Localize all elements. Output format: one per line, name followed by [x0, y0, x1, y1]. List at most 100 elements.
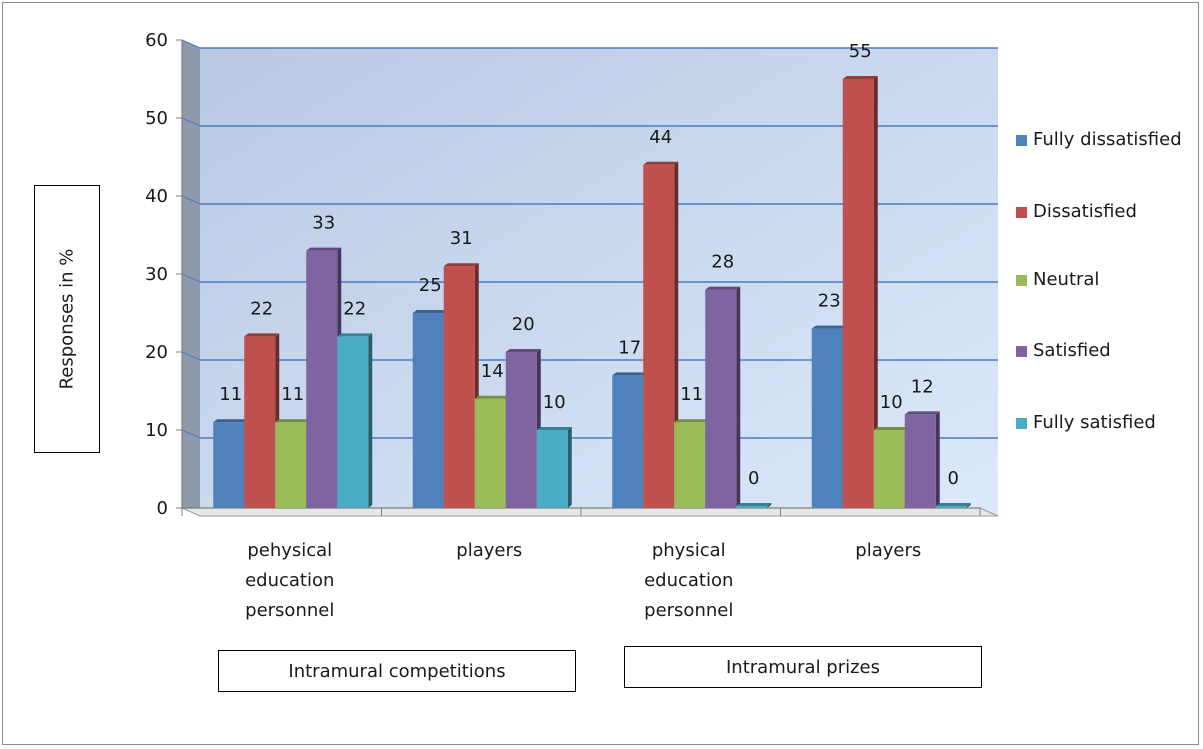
bar-side [767, 503, 772, 508]
data-label: 17 [618, 337, 641, 358]
category-label: players [456, 540, 522, 561]
data-labels: 11 22 11 33 22 25 31 14 20 10 17 44 11 28 0 23 55 10 12 0 [219, 41, 959, 489]
data-label: 0 [748, 468, 759, 489]
bar-side [736, 286, 741, 508]
bar-side [368, 333, 373, 508]
bar [474, 398, 506, 508]
data-label: 10 [543, 392, 566, 413]
data-label: 33 [312, 213, 335, 234]
legend-swatch [1016, 418, 1027, 429]
data-label: 10 [880, 392, 903, 413]
gridline-side [181, 429, 201, 439]
bar-top [505, 349, 541, 352]
data-label: 44 [649, 127, 672, 148]
bar-side [966, 503, 971, 508]
bar [811, 328, 843, 508]
data-label: 11 [281, 384, 304, 405]
y-tick-label: 10 [145, 420, 168, 441]
bar-top [935, 503, 971, 506]
bar-top [705, 286, 741, 290]
gridline-side [181, 351, 201, 361]
bar [674, 422, 706, 508]
gridline-side [181, 195, 201, 205]
y-tick-label: 40 [145, 186, 168, 207]
bar-top [873, 427, 909, 430]
category-label: physical education personnel [644, 540, 733, 621]
bar [337, 336, 369, 508]
data-label: 11 [680, 384, 703, 405]
gridline-side [181, 117, 201, 127]
legend-swatch [1016, 275, 1027, 286]
bar-top [612, 372, 648, 376]
y-axis-title: Responses in % [56, 248, 78, 390]
y-tick-label: 50 [145, 108, 168, 129]
group-label-intramural-prizes: Intramural prizes [624, 646, 982, 688]
bar [935, 506, 967, 508]
y-tick-label: 60 [145, 30, 168, 51]
gridline-side [181, 39, 201, 49]
data-label: 25 [419, 275, 442, 296]
bar [705, 289, 737, 508]
legend-item-satisfied: Satisfied [1016, 339, 1183, 363]
bar-top [674, 419, 710, 423]
bar [842, 79, 874, 508]
bars [213, 76, 971, 509]
bar-top [275, 419, 311, 423]
bar-top [306, 247, 342, 251]
legend-item-fully-dissatisfied: Fully dissatisfied [1016, 128, 1183, 152]
y-axis-title-box: Responses in % [34, 185, 100, 453]
category-labels: pehysical education personnel players physic… [245, 540, 921, 621]
bar [505, 352, 537, 508]
gridline-side [181, 273, 201, 283]
bar-side [567, 427, 572, 508]
legend-item-dissatisfied: Dissatisfied [1016, 200, 1183, 224]
category-label: players [855, 540, 921, 561]
data-label: 28 [711, 252, 734, 273]
legend-item-neutral: Neutral [1016, 268, 1183, 292]
bar-top [736, 503, 772, 506]
bar [536, 430, 568, 508]
data-label: 22 [343, 298, 366, 319]
y-tick-label: 0 [157, 498, 168, 519]
bar [612, 375, 644, 508]
data-label: 31 [450, 228, 473, 249]
bar [275, 422, 307, 508]
bar [443, 266, 475, 508]
bar [873, 430, 905, 508]
bar-top [643, 161, 679, 165]
y-tick-label: 20 [145, 342, 168, 363]
data-label: 12 [911, 376, 934, 397]
bar-top [337, 333, 373, 337]
bar-top [811, 325, 847, 329]
data-label: 55 [849, 41, 872, 62]
bar-top [412, 310, 448, 313]
bar-top [536, 427, 572, 430]
bar [244, 336, 276, 508]
legend-swatch [1016, 346, 1027, 357]
bar [643, 164, 675, 509]
data-label: 23 [818, 291, 841, 312]
bar [904, 414, 936, 508]
data-label: 22 [250, 298, 273, 319]
bar-top [213, 419, 249, 423]
data-label: 11 [219, 384, 242, 405]
data-label: 0 [948, 468, 959, 489]
data-label: 20 [512, 314, 535, 335]
data-label: 14 [481, 361, 504, 382]
category-label: pehysical education personnel [245, 540, 334, 621]
bar [412, 313, 444, 508]
bar-top [244, 333, 280, 337]
bar-side [935, 411, 940, 508]
bar-top [474, 395, 510, 399]
y-tick-label: 30 [145, 264, 168, 285]
group-label-intramural-competitions: Intramural competitions [218, 650, 576, 692]
legend-swatch [1016, 207, 1027, 218]
floor [181, 507, 999, 517]
bar [306, 250, 338, 508]
legend-item-fully-satisfied: Fully satisfied [1016, 411, 1183, 435]
bar-side [873, 76, 878, 508]
bar-top [842, 76, 878, 79]
bar [213, 422, 245, 508]
